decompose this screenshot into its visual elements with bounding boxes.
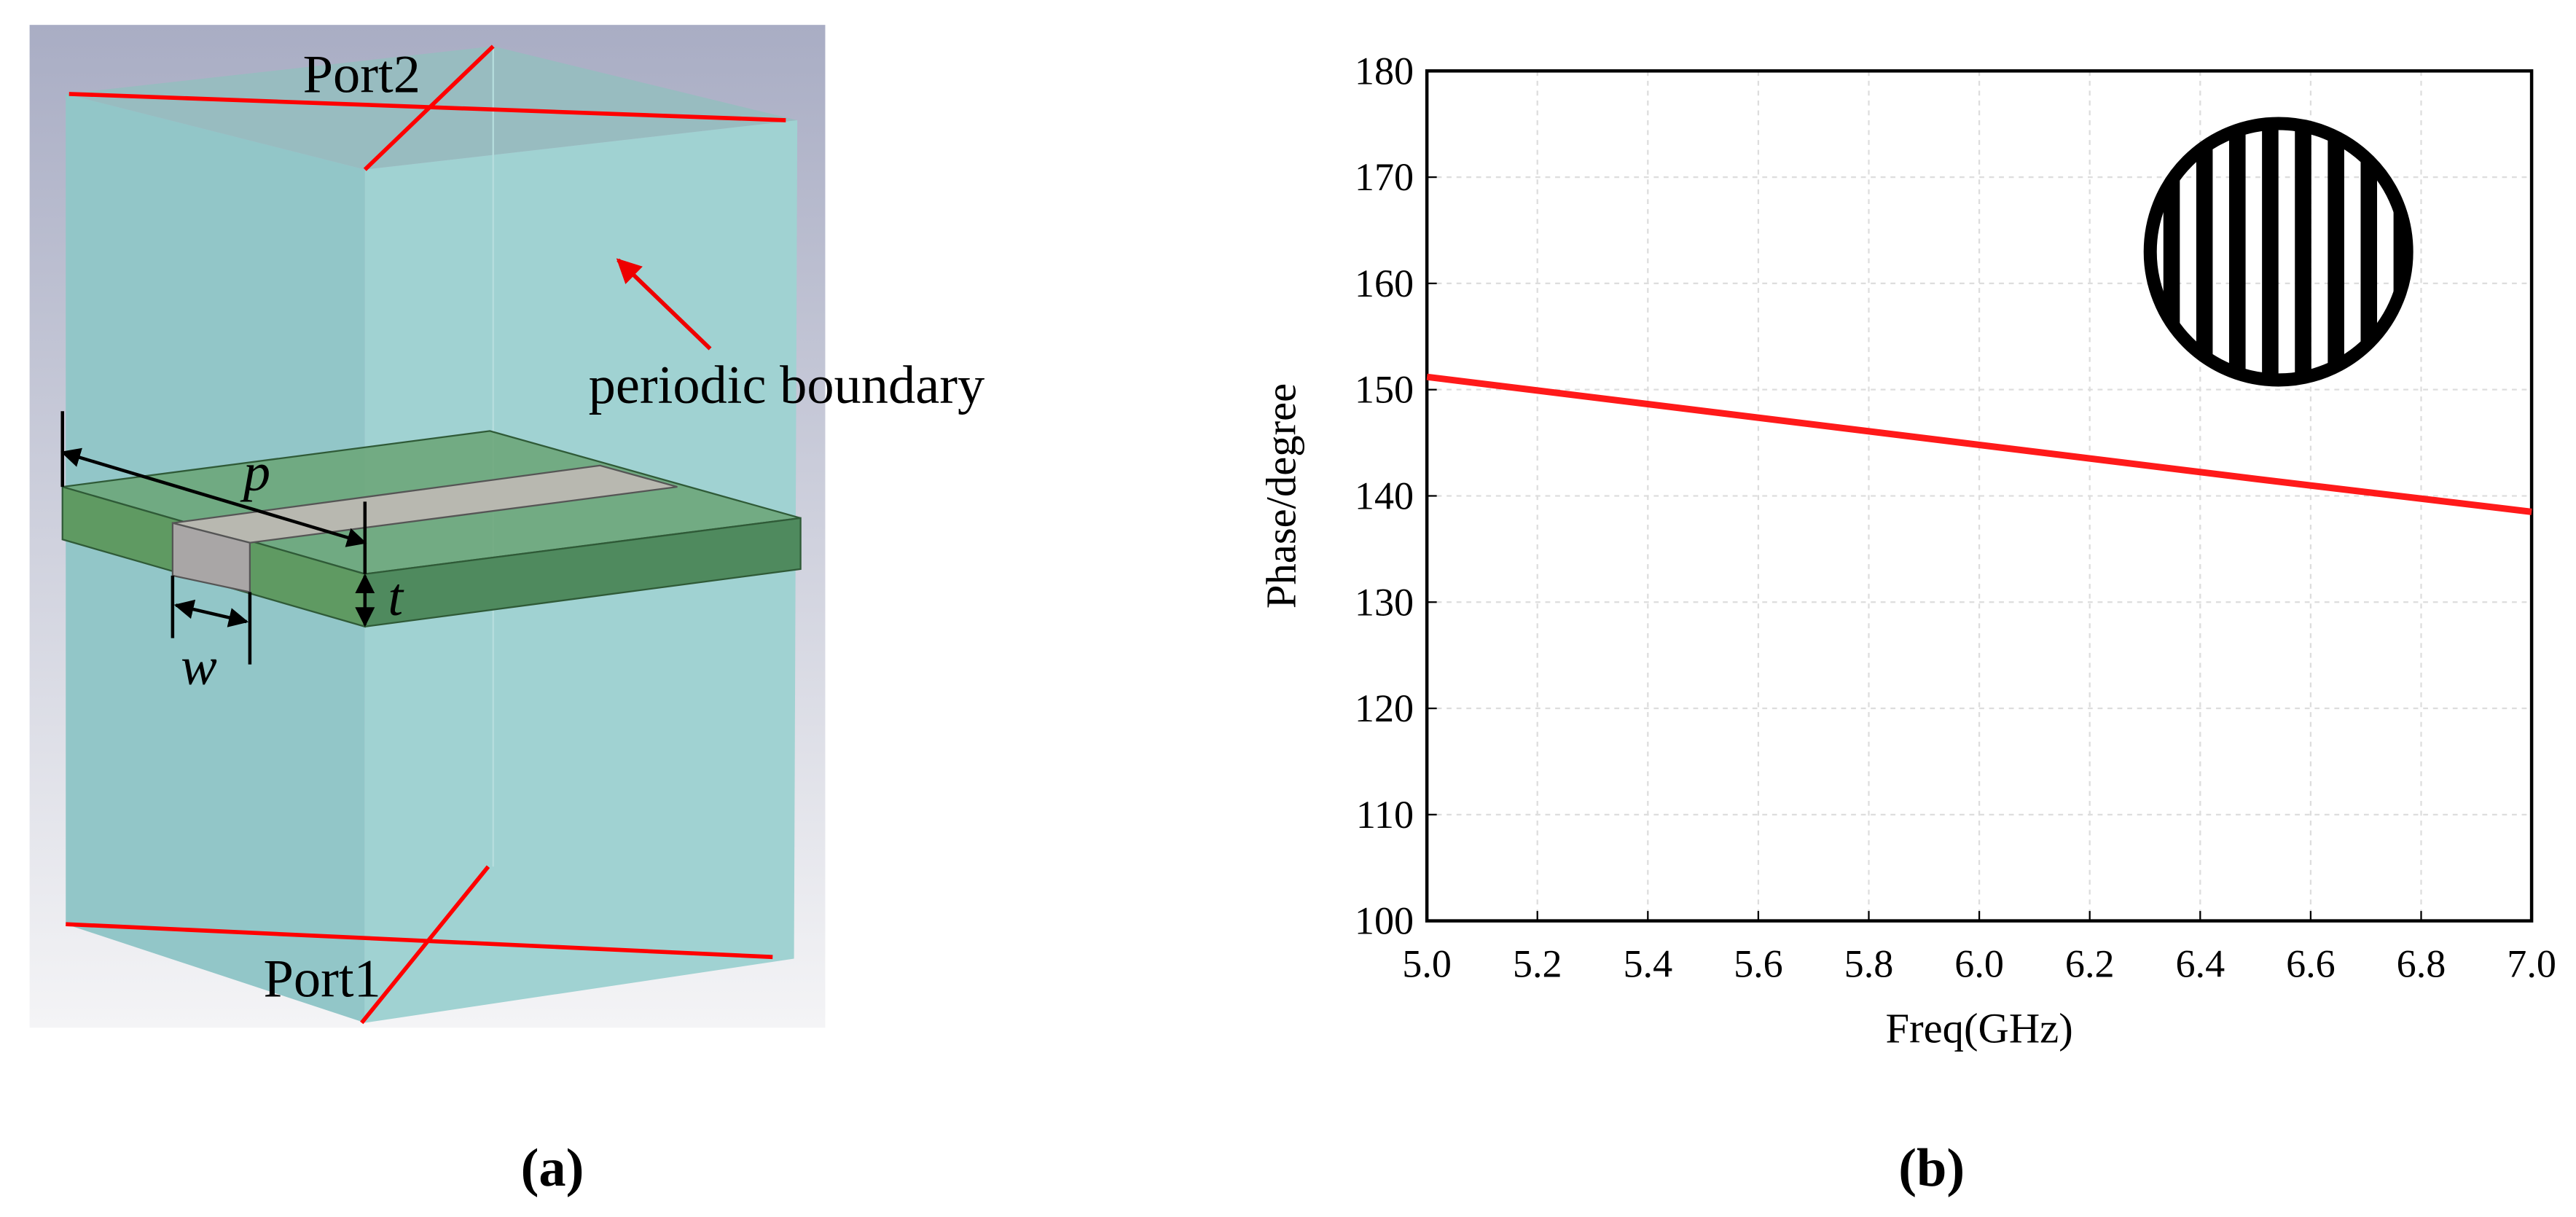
y-axis-title: Phase/degree [1258, 383, 1305, 608]
chart: 100 110 120 130 140 150 160 170 180 5.0 5.2 5.4 5.6 5… [1258, 49, 2556, 1052]
x-tick-label: 5.6 [1734, 942, 1783, 985]
dimensions [60, 411, 375, 665]
y-tick-label: 110 [1356, 793, 1414, 837]
x-tick-label: 5.4 [1623, 942, 1672, 985]
inset-icon [2143, 117, 2413, 387]
y-tick-label: 120 [1355, 686, 1414, 730]
boundary-label: periodic boundary [589, 356, 985, 415]
port-line [363, 44, 495, 171]
y-tick-label: 100 [1355, 899, 1414, 943]
data-line [1426, 373, 2532, 515]
dim-label: t [388, 568, 404, 627]
unit-cell-diagram: Port2 Port1 periodic boundary p t w [29, 25, 985, 1028]
x-tick-label: 6.6 [2286, 942, 2336, 985]
port-label: Port1 [264, 949, 381, 1009]
port-label: Port2 [303, 45, 420, 105]
plot-frame [1425, 69, 2534, 923]
x-axis-title: Freq(GHz) [1885, 1005, 2072, 1052]
y-tick-label: 170 [1355, 155, 1414, 199]
pointer-arrow [616, 258, 712, 351]
y-tick-label: 160 [1355, 262, 1414, 305]
dim-label: w [181, 637, 217, 697]
y-tick-label: 140 [1355, 474, 1414, 518]
port-line [66, 922, 773, 960]
port-markers [66, 44, 786, 1025]
x-tick-label: 6.0 [1954, 942, 2004, 985]
x-tick-label: 5.8 [1844, 942, 1894, 985]
y-tick-label: 130 [1355, 580, 1414, 624]
caption: (a) [521, 1138, 584, 1198]
dim-arrow [60, 447, 367, 547]
x-tick-label: 7.0 [2507, 942, 2556, 985]
x-tick-label: 5.0 [1402, 942, 1452, 985]
x-tick-label: 6.8 [2397, 942, 2446, 985]
y-tick-label: 180 [1355, 49, 1414, 93]
y-tick-label: 150 [1355, 368, 1414, 412]
dim-arrow [173, 599, 249, 627]
x-tick-label: 6.4 [2175, 942, 2225, 985]
caption: (b) [1898, 1138, 1965, 1198]
x-tick-label: 6.2 [2065, 942, 2115, 985]
dim-label: p [240, 443, 270, 503]
port-line [360, 865, 490, 1025]
x-tick-label: 5.2 [1513, 942, 1562, 985]
